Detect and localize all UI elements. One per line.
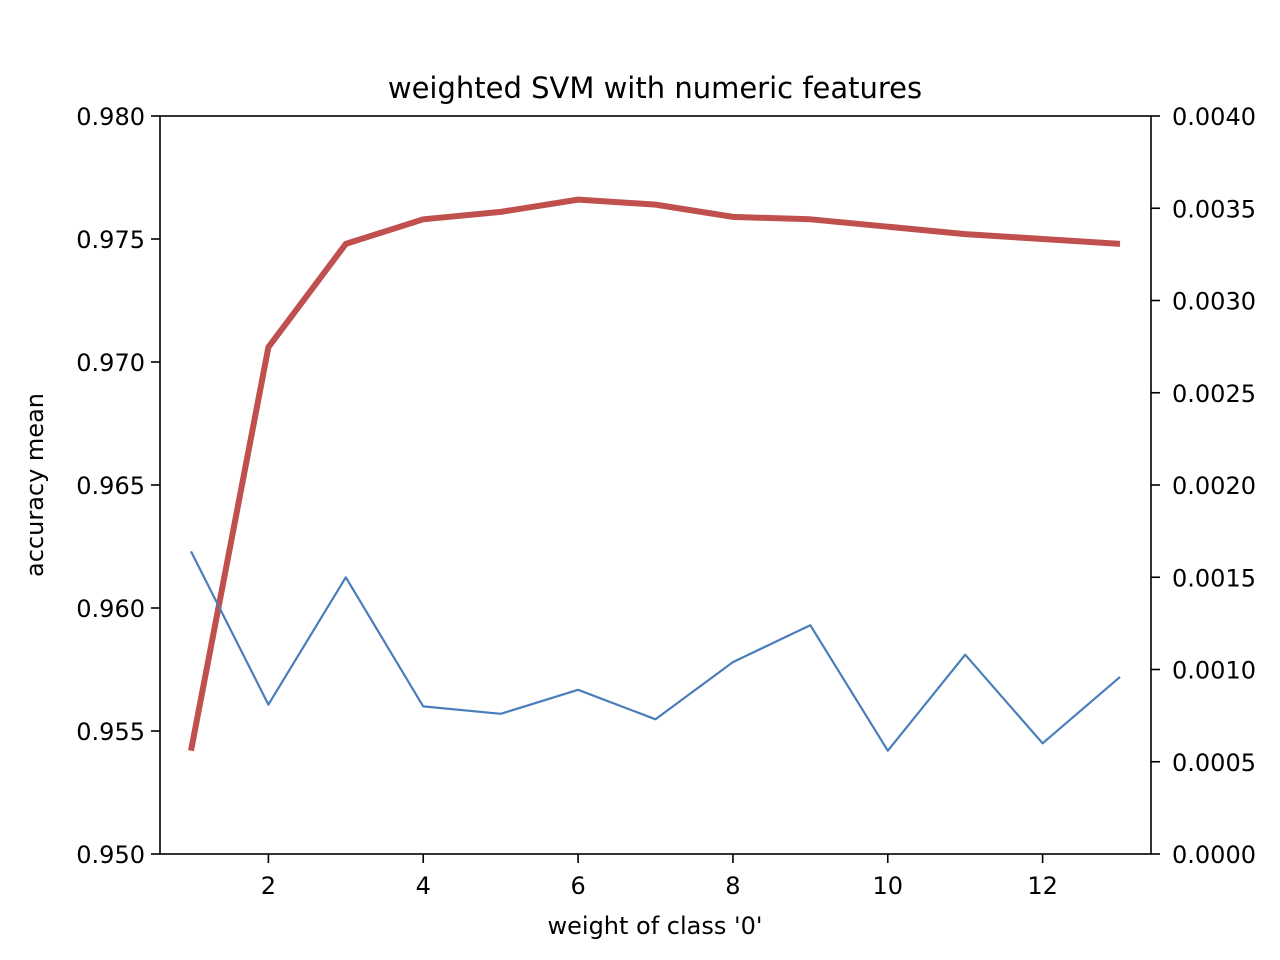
chart-title: weighted SVM with numeric features <box>388 71 922 105</box>
y2-tick-label: 0.0010 <box>1172 657 1256 685</box>
x-tick-label: 6 <box>570 872 585 900</box>
x-tick-label: 12 <box>1027 872 1058 900</box>
y2-axis-ticks: 0.0000 0.0005 0.0010 0.0015 0.0020 0.0025 0.00… <box>1151 103 1256 869</box>
y-tick-label: 0.975 <box>76 226 145 254</box>
x-axis-label: weight of class '0' <box>548 912 763 940</box>
y2-tick-label: 0.0005 <box>1172 749 1256 777</box>
y2-tick-label: 0.0020 <box>1172 472 1256 500</box>
x-tick-label: 4 <box>416 872 431 900</box>
x-tick-label: 2 <box>261 872 276 900</box>
y-tick-label: 0.970 <box>76 349 145 377</box>
y2-tick-label: 0.0040 <box>1172 103 1256 131</box>
x-tick-label: 8 <box>725 872 740 900</box>
y-axis-ticks: 0.950 0.955 0.960 0.965 0.970 0.975 0.980 <box>76 103 160 869</box>
y-tick-label: 0.950 <box>76 841 145 869</box>
x-tick-label: 10 <box>872 872 903 900</box>
y-tick-label: 0.980 <box>76 103 145 131</box>
y-tick-label: 0.960 <box>76 595 145 623</box>
x-axis-ticks: 2 4 6 8 10 12 <box>261 854 1058 900</box>
y-axis-label: accuracy mean <box>21 393 49 577</box>
y2-tick-label: 0.0030 <box>1172 288 1256 316</box>
y2-tick-label: 0.0015 <box>1172 564 1256 592</box>
y-tick-label: 0.955 <box>76 718 145 746</box>
y2-tick-label: 0.0000 <box>1172 841 1256 869</box>
series-layer <box>188 196 1121 752</box>
series-line-left-axis <box>188 196 1121 752</box>
plot-frame <box>159 115 1152 855</box>
y2-tick-label: 0.0025 <box>1172 380 1256 408</box>
y2-tick-label: 0.0035 <box>1172 195 1256 223</box>
series-line-right-axis <box>190 550 1121 752</box>
y-tick-label: 0.965 <box>76 472 145 500</box>
